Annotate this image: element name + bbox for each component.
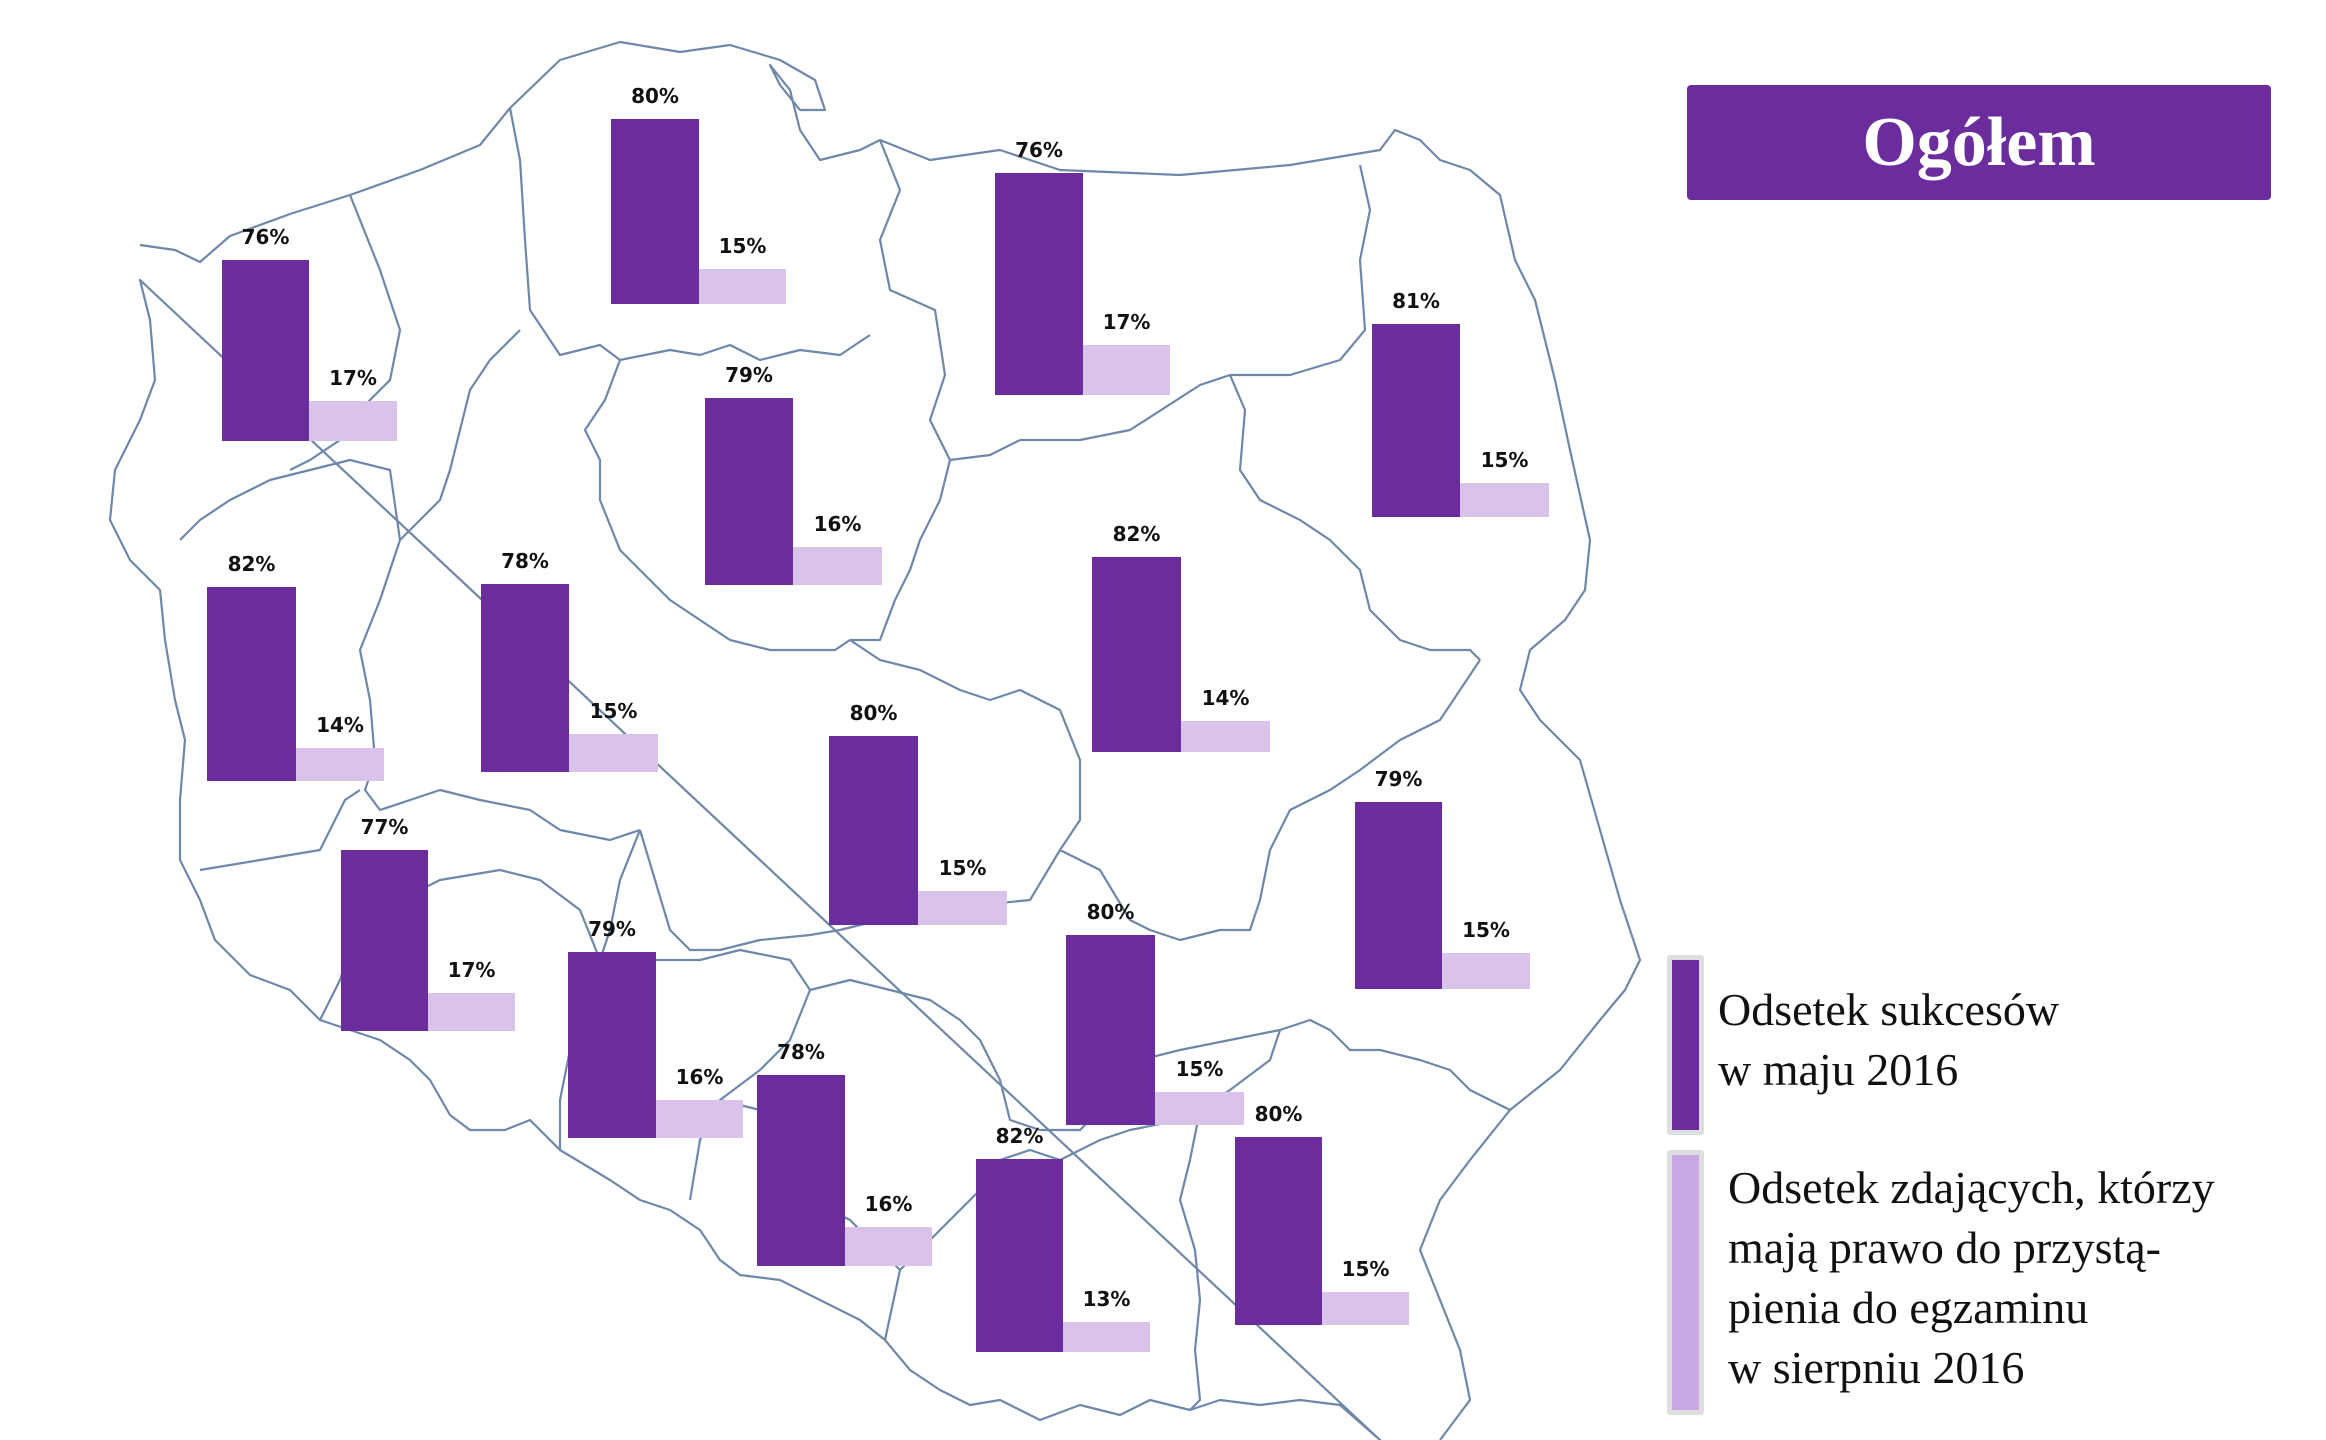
bar-august-podkarpackie	[1322, 1292, 1409, 1325]
value-label-august: 16%	[675, 1065, 724, 1089]
value-label-may: 81%	[1392, 289, 1440, 313]
value-label-august: 15%	[1462, 918, 1510, 942]
bar-august-świętokrzyskie	[1155, 1092, 1244, 1125]
value-label-august: 15%	[718, 234, 767, 258]
value-label-may: 82%	[227, 552, 276, 576]
bar-august-śląskie	[845, 1227, 932, 1266]
value-label-may: 82%	[1112, 522, 1161, 546]
bar-may-lubuskie	[207, 587, 296, 781]
value-label-august: 15%	[1175, 1057, 1224, 1081]
value-label-august: 16%	[864, 1192, 913, 1216]
value-label-may: 82%	[995, 1124, 1044, 1148]
value-label-may: 78%	[501, 549, 549, 573]
bar-may-podkarpackie	[1235, 1137, 1322, 1325]
bar-august-wielkopolskie	[569, 734, 658, 772]
bar-may-małopolskie	[976, 1159, 1063, 1352]
bar-may-łódzkie	[829, 736, 918, 925]
bar-august-podlaskie	[1460, 483, 1549, 517]
value-label-august: 16%	[813, 512, 862, 536]
page-title: Ogółem	[1862, 103, 2096, 181]
value-label-may: 76%	[1015, 138, 1063, 162]
value-label-may: 79%	[1374, 767, 1423, 791]
value-label-may: 79%	[725, 363, 773, 387]
value-label-may: 80%	[1086, 900, 1135, 924]
bar-august-mazowieckie	[1181, 721, 1270, 752]
bar-may-pomorskie	[611, 119, 699, 304]
value-label-may: 77%	[360, 815, 409, 839]
bar-august-pomorskie	[699, 269, 786, 304]
value-label-august: 15%	[938, 856, 987, 880]
bar-august-opolskie	[656, 1100, 743, 1138]
bar-may-wielkopolskie	[481, 584, 569, 772]
bar-may-mazowieckie	[1092, 557, 1181, 752]
value-label-may: 78%	[777, 1040, 825, 1064]
bar-august-lubelskie	[1442, 953, 1530, 989]
bar-august-małopolskie	[1063, 1322, 1150, 1352]
bar-august-zachodniopomorskie	[309, 401, 397, 441]
bar-may-świętokrzyskie	[1066, 935, 1155, 1125]
value-label-august: 14%	[1201, 686, 1250, 710]
value-label-may: 80%	[849, 701, 898, 725]
value-label-may: 80%	[1254, 1102, 1303, 1126]
value-label-may: 80%	[631, 84, 679, 108]
legend-label-august: Odsetek zdających, którzy mają prawo do …	[1728, 1162, 2215, 1393]
bar-may-lubelskie	[1355, 802, 1442, 989]
value-label-may: 79%	[588, 917, 636, 941]
bar-august-kujawsko-pomorskie	[793, 547, 882, 585]
value-label-august: 15%	[589, 699, 638, 723]
value-label-august: 17%	[447, 958, 496, 982]
value-label-august: 15%	[1341, 1257, 1390, 1281]
legend-swatch-august	[1667, 1150, 1704, 1415]
legend-label-may: Odsetek sukcesów w maju 2016	[1718, 984, 2060, 1095]
title-banner: Ogółem	[1687, 85, 2271, 200]
bar-august-łódzkie	[918, 891, 1007, 925]
poland-outline	[108, 40, 1642, 1440]
legend-swatch-may	[1667, 955, 1704, 1135]
value-label-may: 76%	[241, 225, 290, 249]
value-label-august: 17%	[1102, 310, 1151, 334]
value-label-august: 13%	[1082, 1287, 1131, 1311]
value-label-august: 17%	[329, 366, 377, 390]
bar-august-warmińsko-mazurskie	[1083, 345, 1170, 395]
bar-may-warmińsko-mazurskie	[995, 173, 1083, 395]
value-label-august: 14%	[316, 713, 364, 737]
bar-august-lubuskie	[296, 748, 384, 781]
value-label-august: 15%	[1480, 448, 1529, 472]
bar-may-opolskie	[568, 952, 656, 1138]
bar-may-zachodniopomorskie	[222, 260, 309, 441]
bar-may-śląskie	[757, 1075, 845, 1266]
bar-may-kujawsko-pomorskie	[705, 398, 793, 585]
bar-may-podlaskie	[1372, 324, 1460, 517]
bar-august-dolnośląskie	[428, 993, 515, 1031]
bar-may-dolnośląskie	[341, 850, 428, 1031]
